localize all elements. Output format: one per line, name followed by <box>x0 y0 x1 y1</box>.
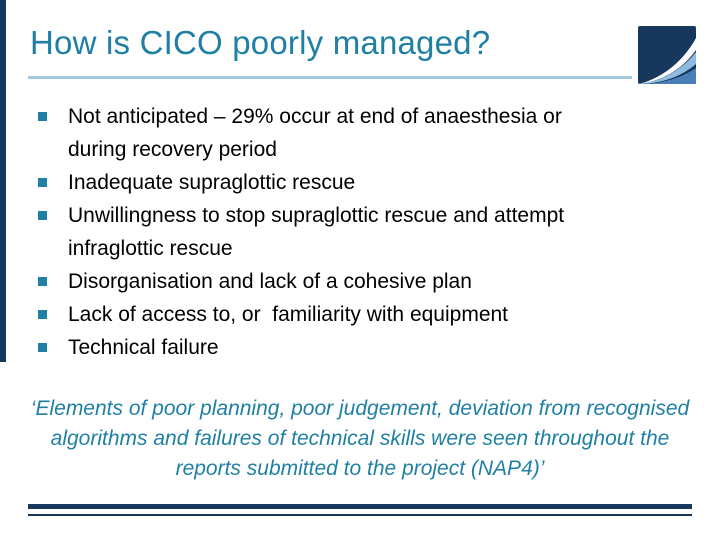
footer-line-thin <box>28 514 692 516</box>
bullet-text: Disorganisation and lack of a cohesive p… <box>68 270 472 293</box>
bullet-text: Not anticipated – 29% occur at end of an… <box>68 105 568 161</box>
footer-line-thick <box>28 504 692 509</box>
bullet-marker-icon <box>38 298 68 319</box>
bullet-marker-icon <box>38 331 68 352</box>
logo-wave-bottom <box>638 68 696 84</box>
logo-wave-middle <box>638 52 696 84</box>
nap4-logo <box>638 26 696 84</box>
logo-wave-icon <box>638 26 696 84</box>
bullet-text: Technical failure <box>68 336 219 359</box>
bullet-item: Not anticipated – 29% occur at end of an… <box>38 100 638 166</box>
bullet-item: Disorganisation and lack of a cohesive p… <box>38 265 638 298</box>
bullet-marker-icon <box>38 100 68 121</box>
bullet-marker-icon <box>38 199 68 220</box>
title-underline <box>28 76 632 79</box>
bullet-marker-icon <box>38 166 68 187</box>
bullet-text: Inadequate supraglottic rescue <box>68 171 356 194</box>
bullet-text: Lack of access to, or familiarity with e… <box>68 303 509 326</box>
bullet-text: Unwillingness to stop supraglottic rescu… <box>68 204 570 260</box>
slide-title: How is CICO poorly managed? <box>30 24 491 61</box>
bullet-list: Not anticipated – 29% occur at end of an… <box>38 100 638 364</box>
left-edge-bar <box>0 0 6 362</box>
bullet-item: Unwillingness to stop supraglottic rescu… <box>38 199 638 265</box>
bullet-marker-icon <box>38 265 68 286</box>
logo-wave-top <box>638 38 696 84</box>
bullet-item: Lack of access to, or familiarity with e… <box>38 298 638 331</box>
bullet-item: Technical failure <box>38 331 638 364</box>
quote-text: ‘Elements of poor planning, poor judgeme… <box>30 397 690 480</box>
bullet-item: Inadequate supraglottic rescue <box>38 166 638 199</box>
